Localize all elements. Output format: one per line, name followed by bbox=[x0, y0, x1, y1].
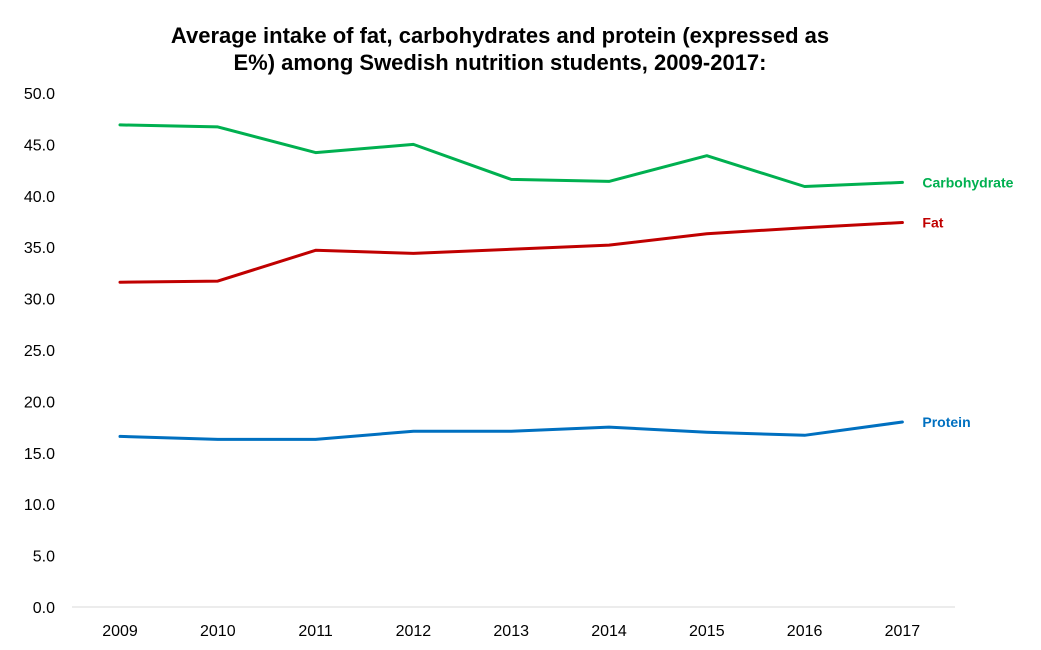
x-tick-label: 2011 bbox=[298, 623, 333, 640]
series-line-carbohydrate bbox=[118, 123, 904, 188]
y-tick-label: 40.0 bbox=[24, 189, 55, 206]
series-line-protein bbox=[118, 420, 904, 441]
series-label-protein: Protein bbox=[922, 414, 970, 430]
y-tick-label: 25.0 bbox=[24, 343, 55, 360]
y-tick-label: 10.0 bbox=[24, 497, 55, 514]
x-tick-label: 2016 bbox=[787, 623, 823, 640]
series-labels: Carbohydrate Fat Protein bbox=[922, 174, 1013, 430]
chart-title-line-1: Average intake of fat, carbohydrates and… bbox=[170, 23, 830, 48]
chart-title: Average intake of fat, carbohydrates and… bbox=[90, 22, 910, 76]
y-tick-label: 5.0 bbox=[33, 549, 55, 566]
chart-title-line-2: E%) among Swedish nutrition students, 20… bbox=[233, 50, 767, 75]
y-tick-label: 35.0 bbox=[24, 240, 55, 257]
y-tick-label: 20.0 bbox=[24, 394, 55, 411]
series-line-fat bbox=[118, 221, 904, 284]
series-label-fat: Fat bbox=[922, 215, 943, 231]
y-tick-label: 0.0 bbox=[33, 600, 55, 617]
x-tick-label: 2009 bbox=[102, 623, 138, 640]
x-tick-label: 2017 bbox=[885, 623, 921, 640]
y-tick-label: 45.0 bbox=[24, 137, 55, 154]
x-tick-label: 2010 bbox=[200, 623, 236, 640]
x-tick-label: 2012 bbox=[396, 623, 432, 640]
y-axis-ticks: 0.0 5.0 10.0 15.0 20.0 25.0 30.0 35.0 40.0 45.0 50… bbox=[24, 86, 55, 617]
y-tick-label: 50.0 bbox=[24, 86, 55, 103]
series-label-carbohydrate: Carbohydrate bbox=[922, 174, 1013, 190]
y-tick-label: 15.0 bbox=[24, 446, 55, 463]
series-lines bbox=[118, 123, 904, 441]
x-tick-label: 2015 bbox=[689, 623, 725, 640]
y-tick-label: 30.0 bbox=[24, 292, 55, 309]
x-axis-ticks: 2009 2010 2011 2012 2013 2014 2015 2016 2017 bbox=[102, 623, 920, 640]
x-tick-label: 2013 bbox=[493, 623, 529, 640]
x-tick-label: 2014 bbox=[591, 623, 627, 640]
